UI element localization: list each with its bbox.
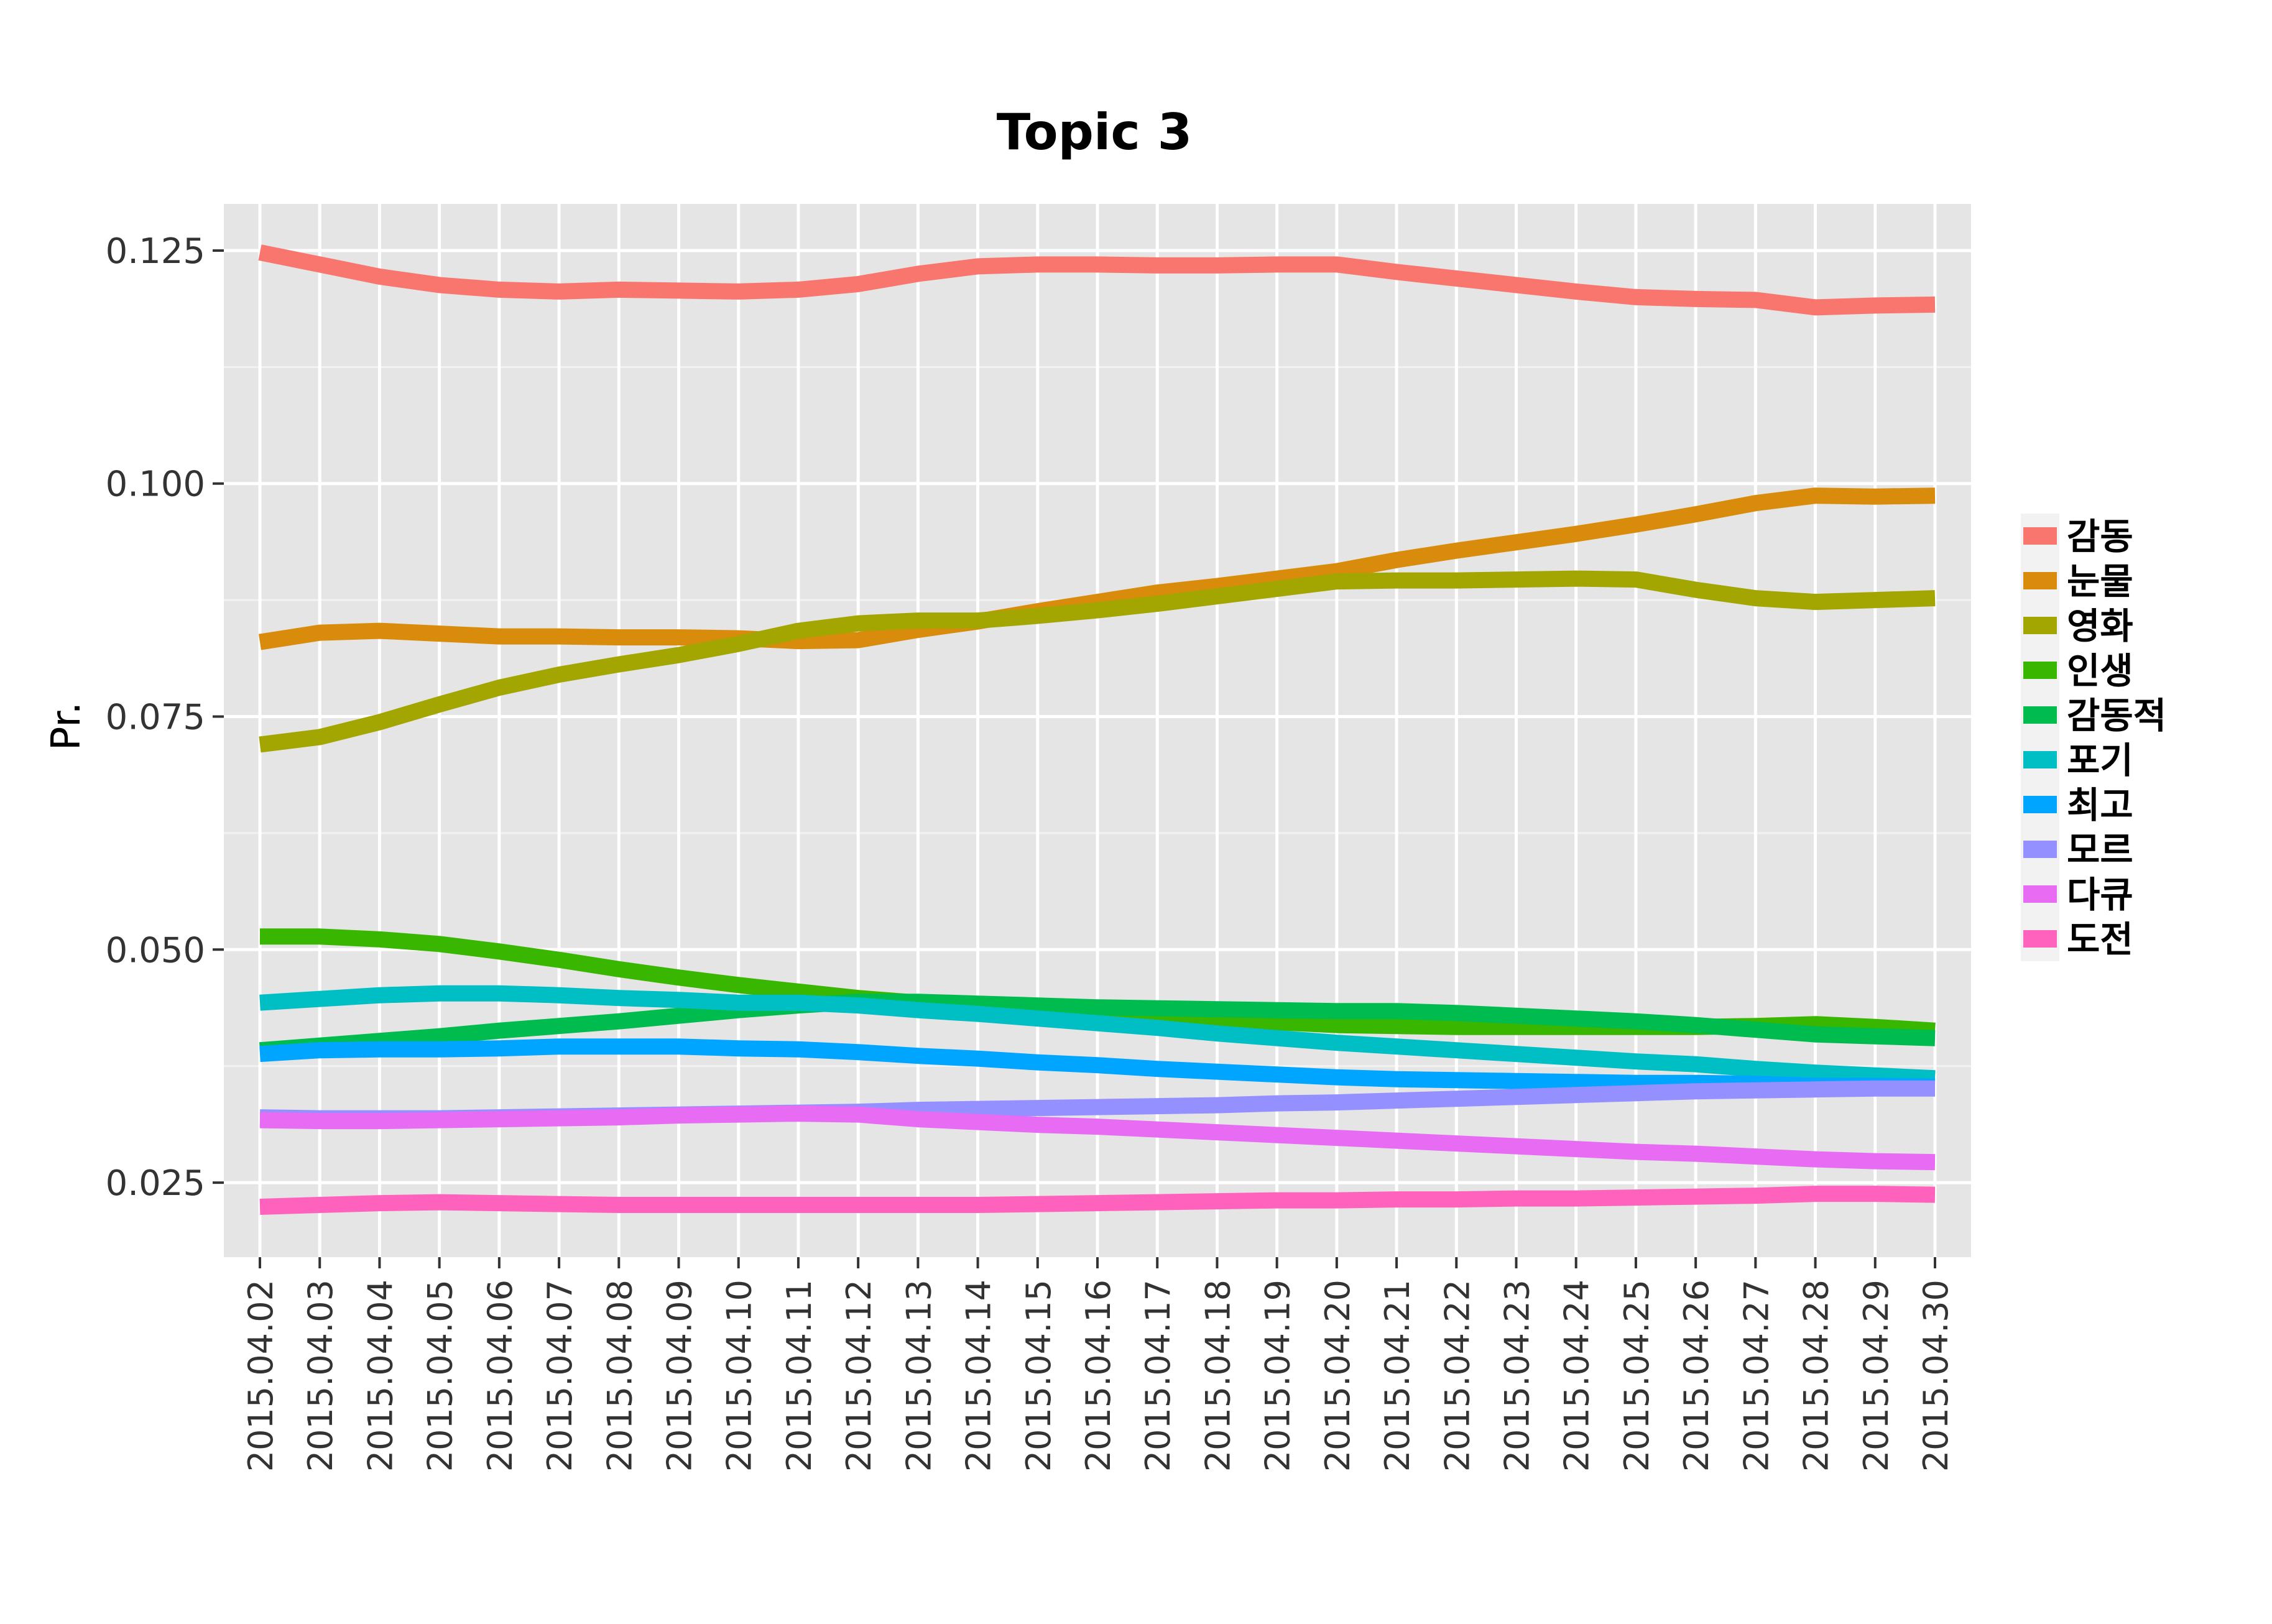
legend-swatch [2023,751,2057,768]
legend-swatch [2023,617,2057,634]
series-line [259,1186,1936,1215]
x-tick-label: 2015.04.25 [1617,1280,1656,1472]
x-tick-label: 2015.04.19 [1258,1280,1298,1472]
legend-label: 인생 [2067,650,2133,692]
series-line [258,487,1936,650]
y-tick-label: 0.050 [106,930,205,971]
legend-label: 포기 [2067,739,2133,782]
legend-label: 감동 [2067,515,2133,558]
series-line [258,244,1936,316]
x-tick-label: 2015.04.15 [1019,1280,1058,1472]
legend-swatch [2023,930,2057,948]
legend-swatch [2023,527,2057,545]
series-line [259,994,1936,1059]
y-tick-label: 0.075 [106,698,205,738]
x-tick-label: 2015.04.22 [1438,1280,1477,1472]
legend-swatch [2023,885,2057,903]
x-tick-label: 2015.04.20 [1318,1280,1357,1472]
legend-label: 모르 [2067,829,2133,871]
y-axis-label: Pr. [44,702,90,750]
x-tick-label: 2015.04.02 [241,1280,280,1472]
x-tick-label: 2015.04.03 [301,1280,340,1472]
y-tick-label: 0.025 [106,1163,205,1204]
series-line [259,570,1936,753]
legend-label: 도전 [2067,918,2133,961]
legend-label: 영화 [2067,605,2133,647]
legend-swatch [2023,796,2057,813]
series-line [259,985,1936,1087]
x-tick-label: 2015.04.29 [1857,1280,1896,1472]
x-tick-label: 2015.04.23 [1498,1280,1537,1472]
series-line [259,1105,1936,1171]
x-tick-label: 2015.04.17 [1138,1280,1178,1472]
legend-label: 최고 [2067,784,2133,826]
x-tick-label: 2015.04.21 [1378,1280,1417,1472]
y-tick-label: 0.125 [106,231,205,272]
legend-swatch [2023,572,2057,589]
x-tick-label: 2015.04.08 [600,1280,639,1472]
x-tick-label: 2015.04.05 [421,1280,460,1472]
x-tick-label: 2015.04.27 [1737,1280,1776,1472]
chart-title: Topic 3 [997,103,1193,161]
x-tick-label: 2015.04.16 [1079,1280,1118,1472]
x-tick-label: 2015.04.07 [540,1280,580,1472]
x-tick-label: 2015.04.10 [720,1280,759,1472]
legend-label: 눈물 [2067,560,2133,602]
x-tick-label: 2015.04.13 [899,1280,938,1472]
y-tick-label: 0.100 [106,464,205,505]
x-axis: 2015.04.02 2015.04.03 2015.04.04 2015.04.05… [241,1257,1956,1472]
x-tick-label: 2015.04.11 [780,1280,819,1472]
series-line [259,1038,1936,1095]
legend-swatch [2023,706,2057,724]
legend-swatch [2023,841,2057,858]
x-tick-label: 2015.04.18 [1198,1280,1237,1472]
legend-label: 다큐 [2067,874,2133,916]
legend-label: 감동적 [2067,694,2166,737]
legend-swatch [2023,662,2057,679]
y-axis: 0.025 0.050 0.075 0.100 0.125 [106,231,224,1204]
x-tick-label: 2015.04.06 [481,1280,520,1472]
x-tick-label: 2015.04.14 [959,1280,999,1472]
x-tick-label: 2015.04.04 [361,1280,400,1472]
x-tick-label: 2015.04.24 [1558,1280,1597,1472]
x-tick-label: 2015.04.26 [1677,1280,1716,1472]
x-tick-label: 2015.04.12 [839,1280,879,1472]
x-tick-label: 2015.04.30 [1916,1280,1956,1472]
x-tick-label: 2015.04.28 [1797,1280,1836,1472]
series-lines [258,244,1936,1215]
x-tick-label: 2015.04.09 [660,1280,700,1472]
